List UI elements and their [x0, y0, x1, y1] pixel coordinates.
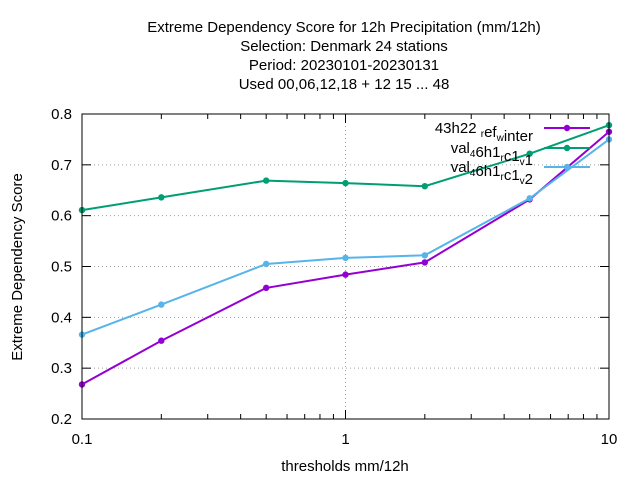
title-line: Extreme Dependency Score for 12h Precipi…	[147, 19, 541, 36]
legend-swatch-point	[563, 124, 571, 132]
title-line: Used 00,06,12,18 + 12 15 ... 48	[239, 76, 450, 93]
grid	[82, 114, 609, 419]
y-axis-label: Extreme Dependency Score	[9, 173, 26, 361]
data-point	[158, 194, 165, 201]
legend-swatch-point	[563, 163, 571, 171]
data-point	[262, 260, 270, 268]
legend-label: 43h22 refwinter	[435, 120, 533, 145]
data-point	[421, 182, 429, 190]
data-point	[262, 284, 270, 292]
data-point	[526, 150, 533, 157]
legend-swatch-point	[563, 144, 571, 152]
data-point	[526, 195, 533, 202]
y-tick-label: 0.8	[51, 106, 72, 123]
title-line: Period: 20230101-20230131	[249, 57, 439, 74]
series-group	[78, 121, 613, 388]
y-tick-label: 0.5	[51, 259, 72, 276]
data-point	[158, 337, 165, 344]
data-point	[421, 252, 429, 259]
data-point	[342, 254, 349, 262]
y-tick-label: 0.4	[51, 309, 72, 326]
data-point	[342, 179, 349, 187]
x-axis-label: thresholds mm/12h	[281, 458, 409, 475]
data-point	[421, 259, 429, 266]
chart-title: Extreme Dependency Score for 12h Precipi…	[147, 19, 541, 93]
y-tick-label: 0.7	[51, 157, 72, 174]
x-tick-label: 0.1	[72, 431, 93, 448]
y-tick-label: 0.3	[51, 360, 72, 377]
data-point	[342, 271, 349, 278]
title-line: Selection: Denmark 24 stations	[240, 38, 448, 55]
x-tick-label: 10	[601, 431, 618, 448]
y-tick-label: 0.2	[51, 411, 72, 428]
data-point	[262, 177, 270, 184]
data-point	[158, 301, 165, 308]
x-tick-label: 1	[341, 431, 349, 448]
plot-frame	[81, 113, 610, 420]
legend-label: val46h1rc1v2	[451, 159, 533, 188]
legend-label: val46h1rc1v1	[451, 140, 533, 169]
y-tick-label: 0.6	[51, 208, 72, 225]
